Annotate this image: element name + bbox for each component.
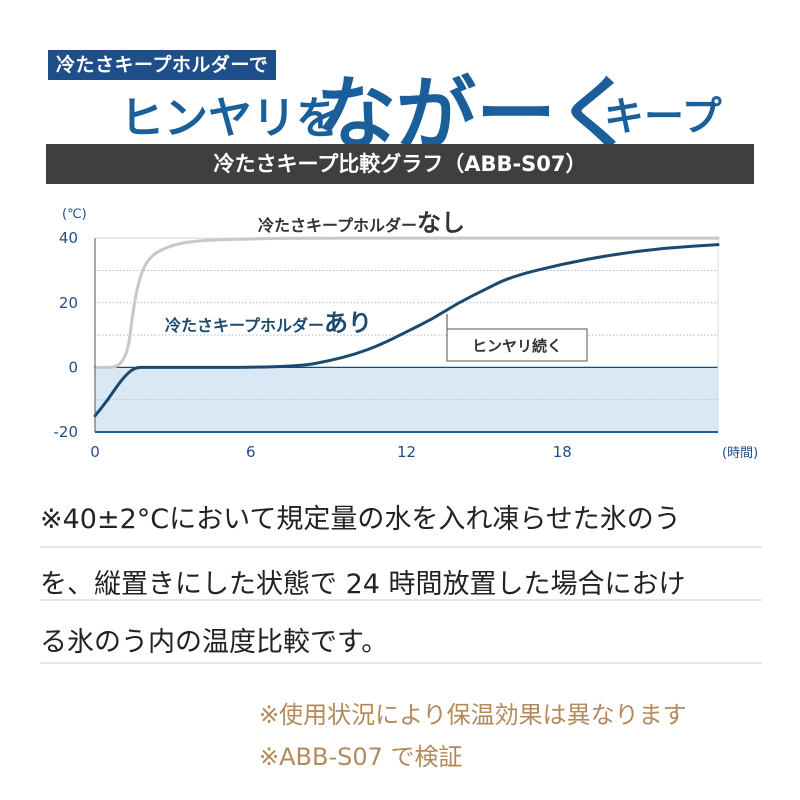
note-sub-1: ※使用状況により保温効果は異なります (259, 701, 687, 729)
headline-part3: キープ (604, 94, 722, 140)
series-lines (93, 236, 720, 418)
note-line-3: る氷のう内の温度比較です。 (40, 627, 389, 658)
callout-label: ヒンヤリ続く (472, 337, 562, 355)
headline: ヒンヤリを ながーく キープ (120, 40, 760, 161)
x-tick-label: 18 (553, 443, 572, 461)
x-tick-label: 0 (90, 443, 100, 461)
label-with-holder-emphasis: あり (324, 309, 372, 337)
note-divider-2 (40, 599, 762, 601)
note-line-2: を、縦置きにした状態で 24 時間放置した場合におけ (40, 569, 686, 600)
headline-part1: ヒンヤリを (120, 93, 340, 144)
callout-box (446, 328, 588, 362)
label-without-holder: 冷たさキープホルダーなし (258, 209, 465, 237)
chart-title-bar: 冷たさキープ比較グラフ（ABB-S07） (46, 144, 754, 184)
tick-labels: 40 20 0 -20 0 6 12 18 (℃) (時間) (54, 207, 759, 461)
y-axis-label: (℃) (62, 207, 87, 222)
y-tick-label: 0 (68, 358, 78, 376)
y-tick-label: -20 (54, 423, 79, 441)
note-divider-3 (40, 662, 762, 664)
note-sub-2: ※ABB-S07 で検証 (259, 743, 463, 771)
y-tick-label: 20 (59, 294, 78, 312)
series-line-1 (93, 243, 720, 418)
series-line-0 (93, 236, 720, 369)
y-tick-label: 40 (59, 229, 78, 247)
note-line-1: ※40±2°Cにおいて規定量の水を入れ凍らせた氷のう (40, 504, 681, 535)
x-tick-label: 12 (397, 443, 416, 461)
note-divider-1 (40, 546, 762, 548)
x-tick-label: 6 (246, 443, 256, 461)
label-with-holder: 冷たさキープホルダーあり (165, 309, 372, 337)
label-without-holder-text: 冷たさキープホルダー (258, 216, 417, 235)
axis-lines (94, 238, 718, 433)
x-axis-label: (時間) (722, 446, 758, 461)
tagline-badge: 冷たさキープホルダーで (48, 50, 277, 80)
label-without-holder-emphasis: なし (417, 209, 465, 237)
label-with-holder-text: 冷たさキープホルダー (165, 316, 324, 335)
